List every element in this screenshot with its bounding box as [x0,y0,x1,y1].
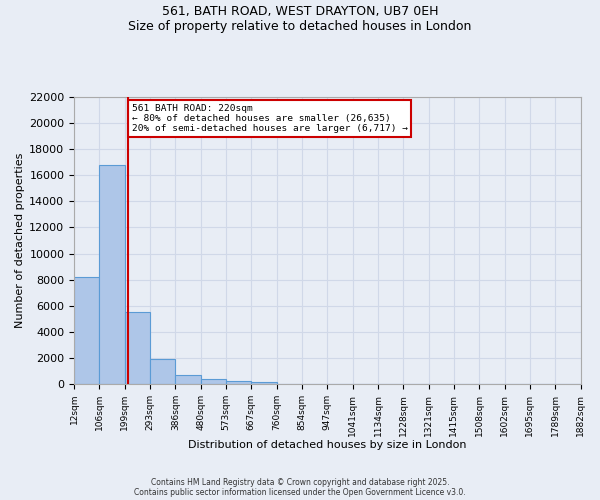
Text: 561 BATH ROAD: 220sqm
← 80% of detached houses are smaller (26,635)
20% of semi-: 561 BATH ROAD: 220sqm ← 80% of detached … [131,104,407,134]
Bar [74,277,100,384]
Bar [100,165,125,384]
Bar [125,312,150,384]
Text: Contains HM Land Registry data © Crown copyright and database right 2025.
Contai: Contains HM Land Registry data © Crown c… [134,478,466,497]
Y-axis label: Number of detached properties: Number of detached properties [15,153,25,328]
X-axis label: Distribution of detached houses by size in London: Distribution of detached houses by size … [188,440,467,450]
Bar [201,380,226,384]
Text: 561, BATH ROAD, WEST DRAYTON, UB7 0EH
Size of property relative to detached hous: 561, BATH ROAD, WEST DRAYTON, UB7 0EH Si… [128,5,472,33]
Bar [226,382,251,384]
Bar [251,382,277,384]
Bar [150,359,175,384]
Bar [175,375,201,384]
